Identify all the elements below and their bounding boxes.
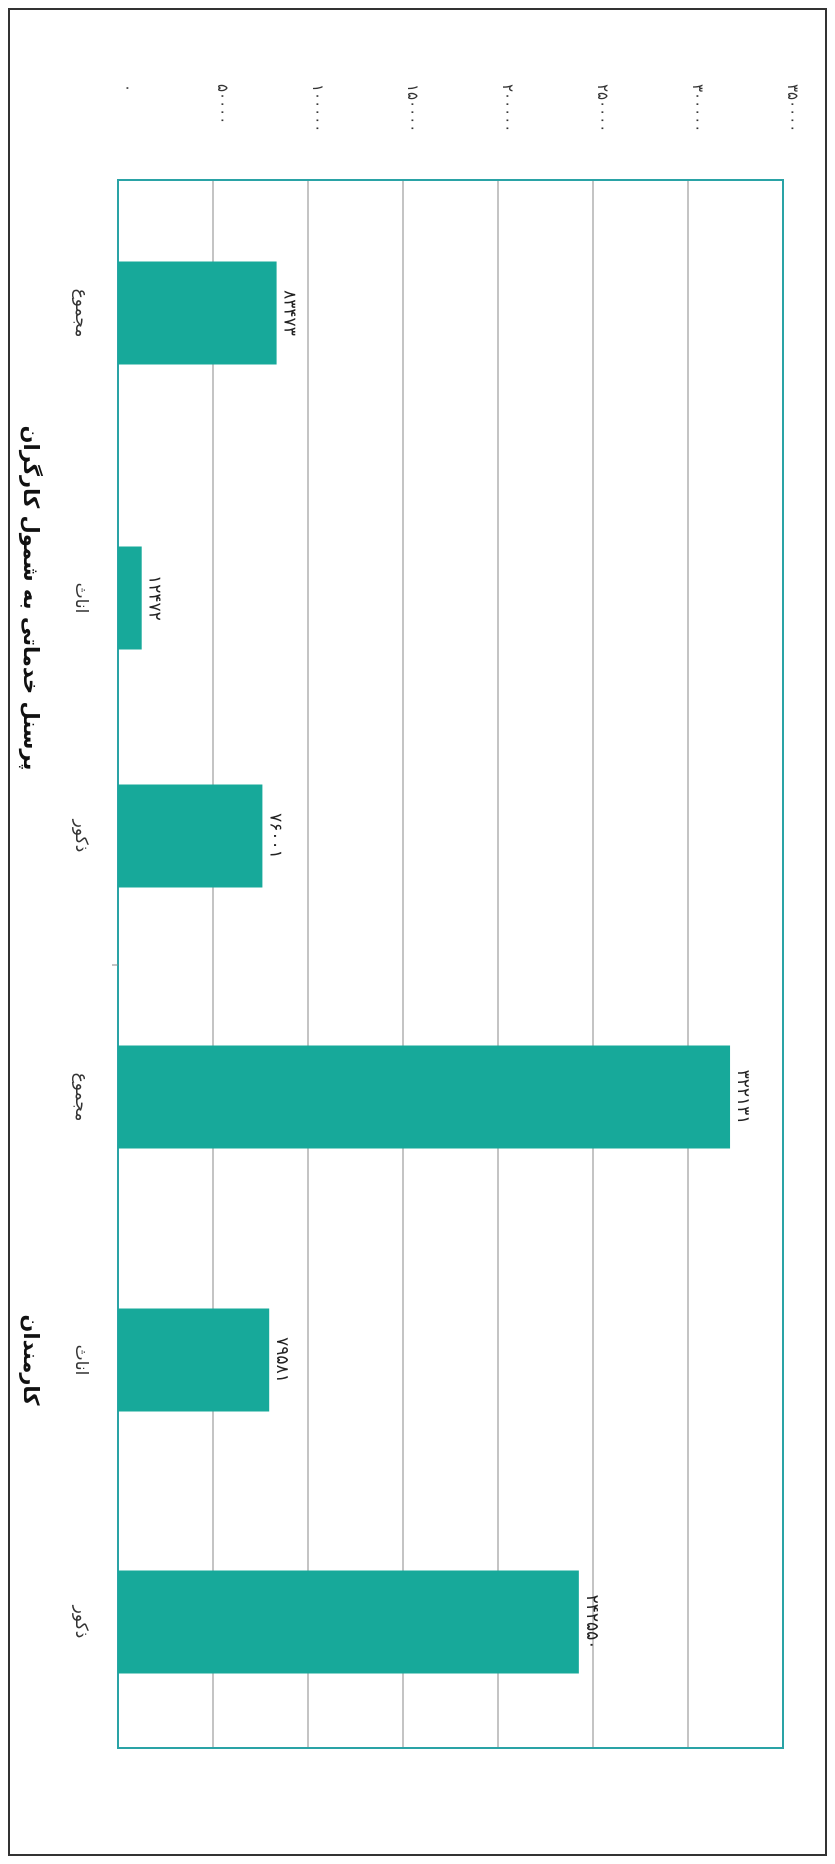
bar: [118, 784, 263, 888]
category-label: ذکور: [71, 819, 91, 853]
category-label: ذکور: [71, 1605, 91, 1639]
category-label: مجموع: [71, 289, 91, 338]
axis-tick-label: ۲۰۰۰۰۰: [499, 84, 517, 132]
bar-value-label: ۳۲۲۱۳۱: [733, 1070, 753, 1125]
bar: [118, 1308, 270, 1412]
axis-tick-label: ۲۵۰۰۰۰: [594, 84, 612, 132]
axis-tick-label: ۵۰۰۰۰: [214, 84, 232, 124]
outer-frame: [8, 8, 827, 1856]
bar-value-label: ۸۳۴۷۳: [280, 290, 300, 336]
bar: [118, 261, 277, 365]
group-label: کارمندان: [19, 1314, 43, 1406]
axis-tick-label: ۰: [119, 84, 137, 92]
axis-tick-label: ۱۵۰۰۰۰: [404, 84, 422, 132]
bar: [118, 546, 142, 650]
bar-value-label: ۷۶۰۰۱: [265, 813, 285, 859]
bar-value-label: ۷۹۵۸۱: [272, 1337, 292, 1383]
axis-tick-label: ۳۰۰۰۰۰: [689, 84, 707, 132]
category-label: اناث: [71, 583, 91, 614]
bar-value-label: ۲۴۲۵۵۰: [582, 1595, 602, 1650]
plot-area-border: [117, 179, 784, 1749]
bar-value-label: ۱۲۴۷۲: [145, 575, 165, 621]
axis-tick-label: ۱۰۰۰۰۰: [309, 84, 327, 132]
category-label: اناث: [71, 1345, 91, 1376]
group-label: پرسنل خدماتی به شمول کارگران: [19, 426, 44, 771]
axis-tick-label: ۳۵۰۰۰۰: [784, 84, 802, 132]
bar: [118, 1570, 579, 1674]
category-label: مجموع: [71, 1073, 91, 1122]
bar: [118, 1045, 731, 1149]
